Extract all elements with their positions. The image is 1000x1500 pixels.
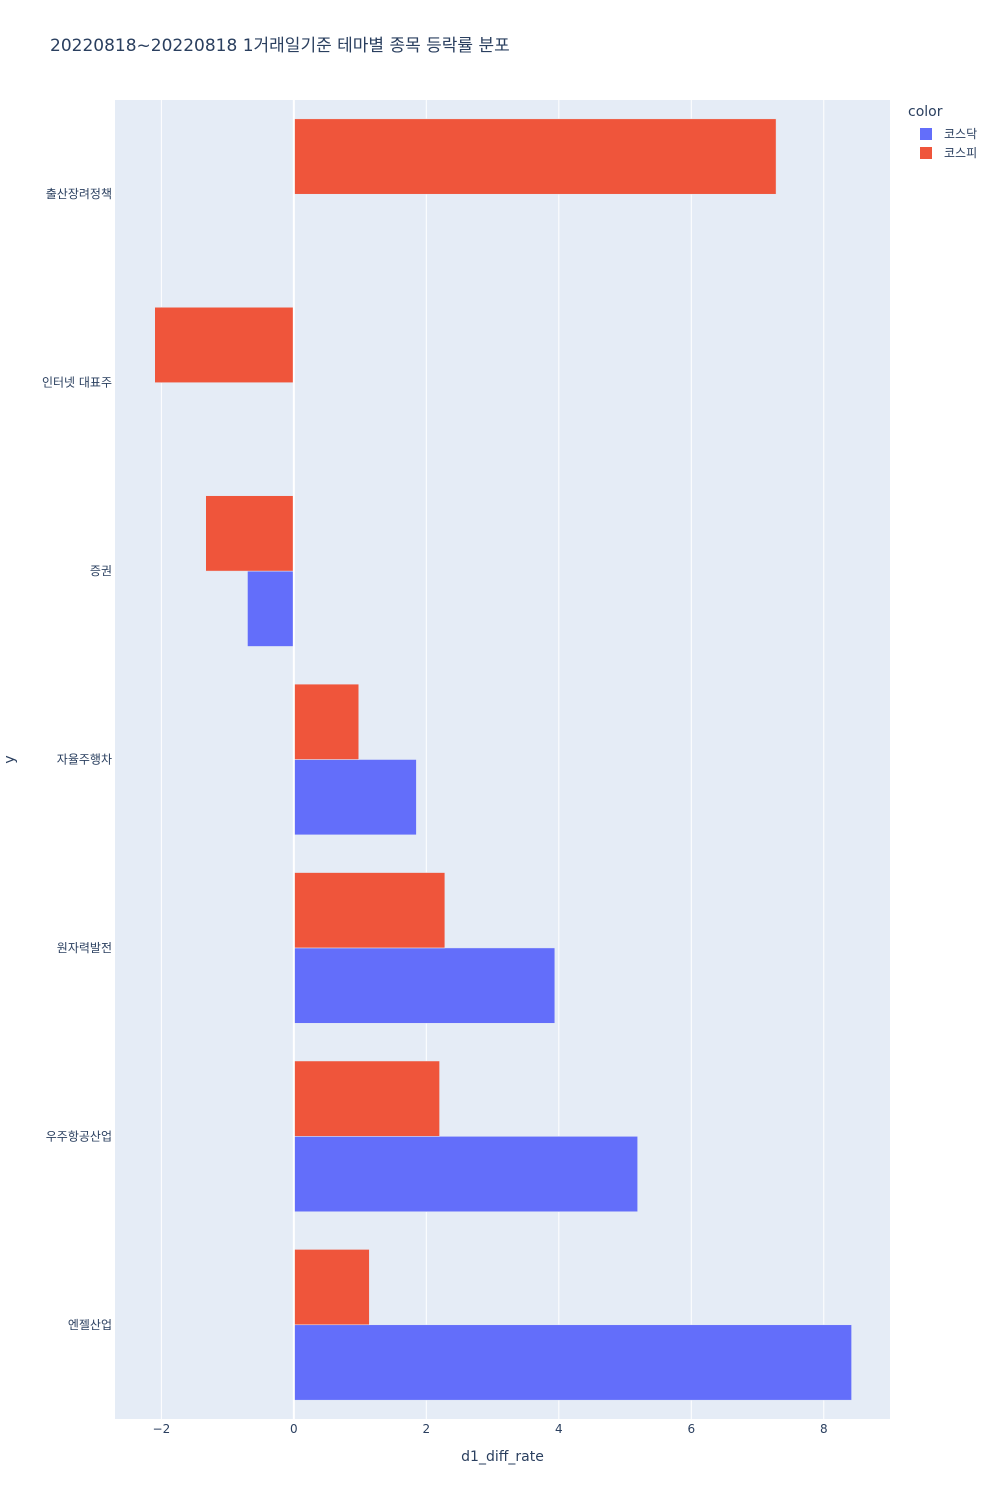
plot-area (115, 100, 890, 1419)
legend: color 코스닥 코스피 (908, 104, 998, 162)
y-tick-label: 증권 (90, 564, 112, 578)
y-axis-title: y (2, 755, 18, 763)
y-tick-label: 자율주행차 (57, 752, 112, 767)
y-tick-label: 우주항공산업 (46, 1129, 112, 1143)
y-tick-label: 인터넷 대표주 (42, 376, 112, 390)
bar[interactable] (293, 947, 556, 1024)
bar[interactable] (293, 1136, 638, 1212)
legend-item-kospi[interactable]: 코스피 (908, 143, 998, 162)
y-tick-label: 원자력발전 (57, 941, 112, 955)
x-axis-title: d1_diff_rate (461, 1449, 544, 1465)
x-tick-label: 2 (423, 1422, 431, 1436)
legend-label-kospi: 코스피 (944, 146, 978, 160)
x-tick-label: 8 (820, 1422, 828, 1436)
bar[interactable] (154, 307, 295, 383)
x-tick-label: −2 (153, 1422, 171, 1436)
y-tick-label: 출산장려정책 (46, 186, 112, 201)
bar[interactable] (247, 570, 295, 647)
legend-swatch-kosdaq (920, 127, 932, 140)
y-tick-label: 엔젤산업 (68, 1318, 112, 1332)
bars (154, 118, 852, 1401)
bar[interactable] (293, 872, 446, 949)
bar[interactable] (293, 1249, 370, 1326)
bar[interactable] (293, 759, 417, 836)
legend-label-kosdaq: 코스닥 (944, 127, 978, 141)
bar[interactable] (205, 495, 295, 572)
bar[interactable] (293, 1324, 852, 1401)
legend-item-kosdaq[interactable]: 코스닥 (908, 124, 998, 143)
x-tick-label: 0 (290, 1422, 298, 1436)
chart-title: 20220818~20220818 1거래일기준 테마별 종목 등락률 분포 (50, 36, 510, 56)
bar[interactable] (293, 1060, 440, 1137)
x-tick-label: 4 (555, 1422, 563, 1436)
x-tick-label: 6 (687, 1422, 695, 1436)
bar[interactable] (293, 683, 360, 760)
bar[interactable] (293, 118, 777, 195)
legend-title: color (908, 104, 943, 120)
legend-swatch-kospi (920, 146, 932, 159)
x-axis-ticks: −2 0 2 4 6 8 (153, 1422, 828, 1436)
